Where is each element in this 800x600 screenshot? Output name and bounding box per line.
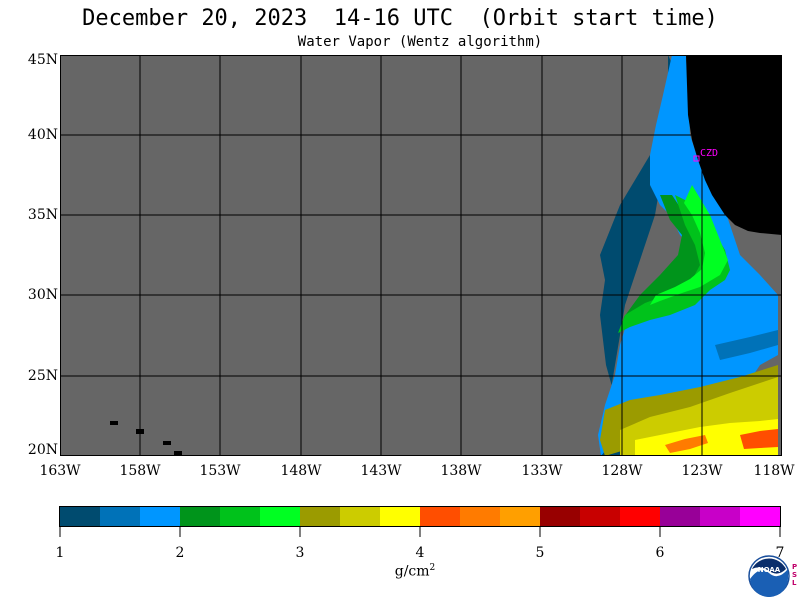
color-scale-cell [380,507,421,527]
color-scale-cell [500,507,541,527]
noaa-logo: NOAA [748,555,790,597]
lat-label-35n: 35N [27,207,58,223]
lat-label-40n: 40N [27,127,58,143]
lon-label-143w: 143W [360,463,402,479]
color-scale-cell [700,507,741,527]
color-scale-ticks [59,527,781,537]
station-czd-marker: CZD [693,148,718,162]
color-scale-cell [740,507,781,527]
color-scale-tick-1: 1 [55,545,65,561]
lon-label-163w: 163W [39,463,81,479]
lon-label-133w: 133W [521,463,563,479]
color-scale-cell [340,507,381,527]
lat-label-30n: 30N [27,287,58,303]
lon-label-148w: 148W [280,463,322,479]
lat-label-20n: 20N [27,442,58,458]
color-scale-cell [420,507,461,527]
units-text: g/cm [394,563,430,580]
color-scale-units: g/cm2 [380,563,450,580]
water-vapor-map: CZD [60,55,782,456]
color-scale-cell [140,507,181,527]
color-scale-cells [60,507,781,527]
color-scale-cell [260,507,301,527]
lon-label-123w: 123W [681,463,723,479]
station-czd-label: CZD [700,148,718,159]
color-scale-tick-4: 4 [415,545,425,561]
color-scale-bar [59,506,781,537]
color-scale-tick-6: 6 [655,545,665,561]
color-scale-cell [300,507,341,527]
color-scale-tick-3: 3 [295,545,305,561]
vapor-band-orange-patch-2 [740,429,778,449]
lon-label-158w: 158W [119,463,161,479]
color-scale-cell [100,507,141,527]
color-scale-cell [660,507,701,527]
color-scale-tick-2: 2 [175,545,185,561]
lon-label-138w: 138W [440,463,482,479]
north-america-land [686,55,782,235]
color-scale-cell [580,507,621,527]
map-subtitle: Water Vapor (Wentz algorithm) [297,34,543,50]
color-scale-border [59,506,781,527]
lat-label-45n: 45N [27,52,58,68]
color-scale-cell [180,507,221,527]
lon-label-153w: 153W [199,463,241,479]
vapor-band-dark-green [616,195,700,345]
vapor-band-orange-patch-1 [665,435,708,453]
lon-label-128w: 128W [601,463,643,479]
hawaiian-islands [110,421,182,455]
lat-label-25n: 25N [27,368,58,384]
map-title: December 20, 2023 14-16 UTC (Orbit start… [82,6,718,31]
map-border [60,55,782,456]
units-superscript: 2 [429,563,436,573]
noaa-logo-text: NOAA [758,566,781,574]
lon-label-118w: 118W [753,463,795,479]
color-scale-cell [540,507,581,527]
vapor-band-light-blue-strip [715,330,778,360]
color-scale-cell [620,507,661,527]
color-scale-tick-7: 7 [775,545,785,561]
color-scale-cell [60,507,101,527]
color-scale-tick-5: 5 [535,545,545,561]
color-scale-cell [220,507,261,527]
map-grid [60,55,782,456]
color-scale-cell [460,507,501,527]
